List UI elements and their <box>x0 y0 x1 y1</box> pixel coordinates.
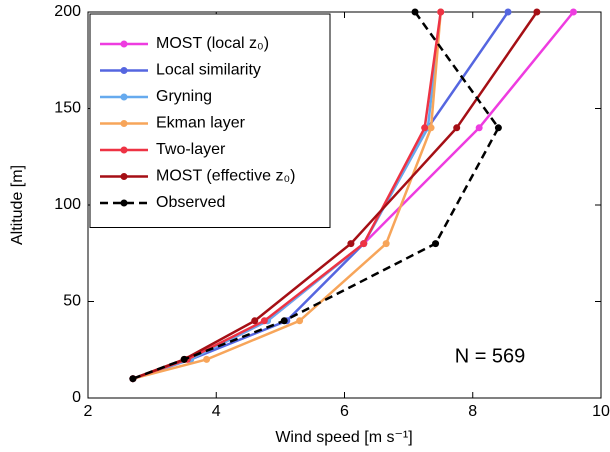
y-axis-label: Altitude [m] <box>9 165 26 245</box>
y-tick-label: 50 <box>63 293 81 310</box>
data-point <box>203 355 211 363</box>
data-point <box>437 8 445 16</box>
legend-label: MOST (local z₀) <box>156 35 269 52</box>
data-point <box>411 8 419 16</box>
data-point <box>347 240 355 248</box>
data-point <box>129 375 137 383</box>
data-point <box>382 240 390 248</box>
annotation: N = 569 <box>455 345 526 367</box>
data-point <box>504 8 512 16</box>
x-tick-label: 6 <box>340 403 349 420</box>
y-tick-label: 200 <box>54 3 81 20</box>
data-point <box>251 317 259 325</box>
series-line <box>132 11 442 380</box>
legend-box <box>89 13 331 228</box>
data-point <box>421 124 429 132</box>
y-tick-label: 100 <box>54 196 81 213</box>
data-point <box>494 124 502 132</box>
legend-label: Observed <box>156 194 225 211</box>
x-axis-label: Wind speed [m s⁻¹] <box>275 429 412 446</box>
data-point <box>475 124 483 132</box>
legend-marker <box>120 40 128 48</box>
x-tick-label: 8 <box>468 403 477 420</box>
legend-label: Two-layer <box>156 141 226 158</box>
legend-marker <box>120 173 128 180</box>
legend-label: Ekman layer <box>156 115 246 132</box>
data-point <box>280 317 288 325</box>
data-point <box>453 124 461 132</box>
data-point <box>569 8 577 16</box>
data-point <box>296 317 304 325</box>
data-point <box>260 317 268 325</box>
x-tick-label: 10 <box>592 403 610 420</box>
legend-marker <box>120 199 128 207</box>
legend-label: Gryning <box>156 88 212 105</box>
legend-marker <box>120 120 128 127</box>
legend-label: Local similarity <box>156 62 261 79</box>
data-point <box>427 124 435 132</box>
x-tick-label: 4 <box>212 403 221 420</box>
legend-marker <box>120 146 128 154</box>
x-tick-label: 2 <box>84 403 93 420</box>
y-tick-label: 150 <box>54 100 81 117</box>
legend-marker <box>120 93 128 101</box>
legend-marker <box>120 67 128 74</box>
data-point <box>432 240 440 248</box>
data-point <box>180 355 188 363</box>
legend-label: MOST (effective z₀) <box>156 168 295 185</box>
data-point <box>360 240 368 248</box>
data-point <box>533 8 541 16</box>
y-tick-label: 0 <box>72 389 81 406</box>
series-line <box>132 11 500 380</box>
